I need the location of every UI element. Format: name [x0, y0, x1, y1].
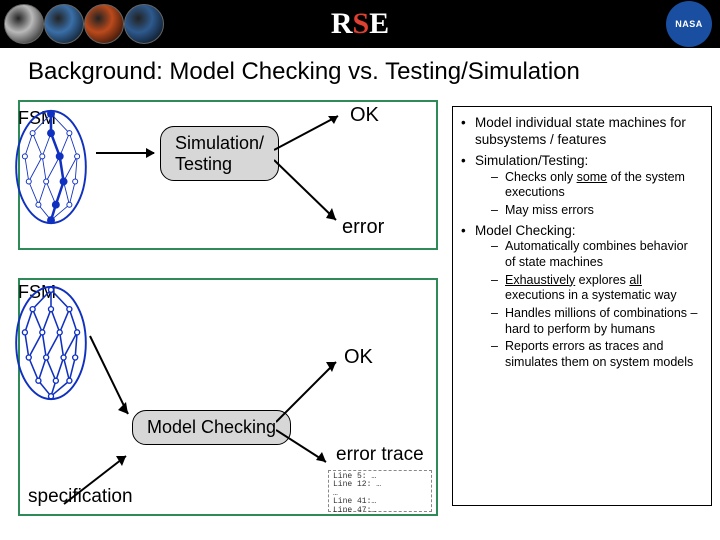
- list-item: Reports errors as traces and simulates t…: [491, 339, 701, 370]
- nasa-text: NASA: [675, 19, 703, 29]
- planet-icon: [84, 4, 124, 44]
- simulation-panel: FSM Simulation/ Testing OK error: [18, 100, 438, 250]
- planet-strip: [0, 4, 164, 44]
- arrow-icon: [276, 428, 336, 472]
- error-trace-box: Line 5: … Line 12: … … Line 41:… Line 47…: [328, 470, 432, 512]
- header-bar: RSE NASA: [0, 0, 720, 48]
- model-checking-panel: FSM Model Checking OK error trace specif…: [18, 278, 438, 516]
- bullet-list: Model individual state machines for subs…: [452, 106, 712, 506]
- fsm-graph-icon: [12, 284, 90, 402]
- list-item: Model Checking: Automatically combines b…: [461, 223, 701, 371]
- model-checking-process-box: Model Checking: [132, 410, 291, 445]
- simulation-process-box: Simulation/ Testing: [160, 126, 279, 181]
- content-area: FSM Simulation/ Testing OK error FSM Mod…: [0, 92, 720, 536]
- list-item: Simulation/Testing: Checks only some of …: [461, 153, 701, 219]
- arrow-icon: [274, 156, 348, 234]
- arrow-icon: [88, 334, 136, 424]
- list-item: Checks only some of the system execution…: [491, 170, 701, 201]
- logo-letter: S: [352, 7, 369, 40]
- list-item: Automatically combines behavior of state…: [491, 239, 701, 270]
- list-item: Exhaustively explores all executions in …: [491, 273, 701, 304]
- list-item: Handles millions of combinations – hard …: [491, 306, 701, 337]
- planet-icon: [44, 4, 84, 44]
- logo-letter: E: [369, 7, 389, 40]
- ok-label: OK: [350, 104, 379, 127]
- error-label: error: [342, 216, 384, 239]
- arrow-icon: [60, 452, 136, 512]
- fsm-graph-icon: [12, 108, 90, 226]
- error-trace-label: error trace: [336, 444, 424, 466]
- list-item: May miss errors: [491, 203, 701, 219]
- planet-icon: [4, 4, 44, 44]
- ok-label: OK: [344, 346, 373, 369]
- arrow-icon: [276, 356, 346, 432]
- planet-icon: [124, 4, 164, 44]
- nasa-badge-icon: NASA: [666, 1, 712, 47]
- arrow-icon: [96, 152, 154, 154]
- rse-logo: RSE: [331, 7, 389, 41]
- logo-letter: R: [331, 7, 353, 40]
- list-item: Model individual state machines for subs…: [461, 115, 701, 149]
- page-title: Background: Model Checking vs. Testing/S…: [0, 48, 720, 92]
